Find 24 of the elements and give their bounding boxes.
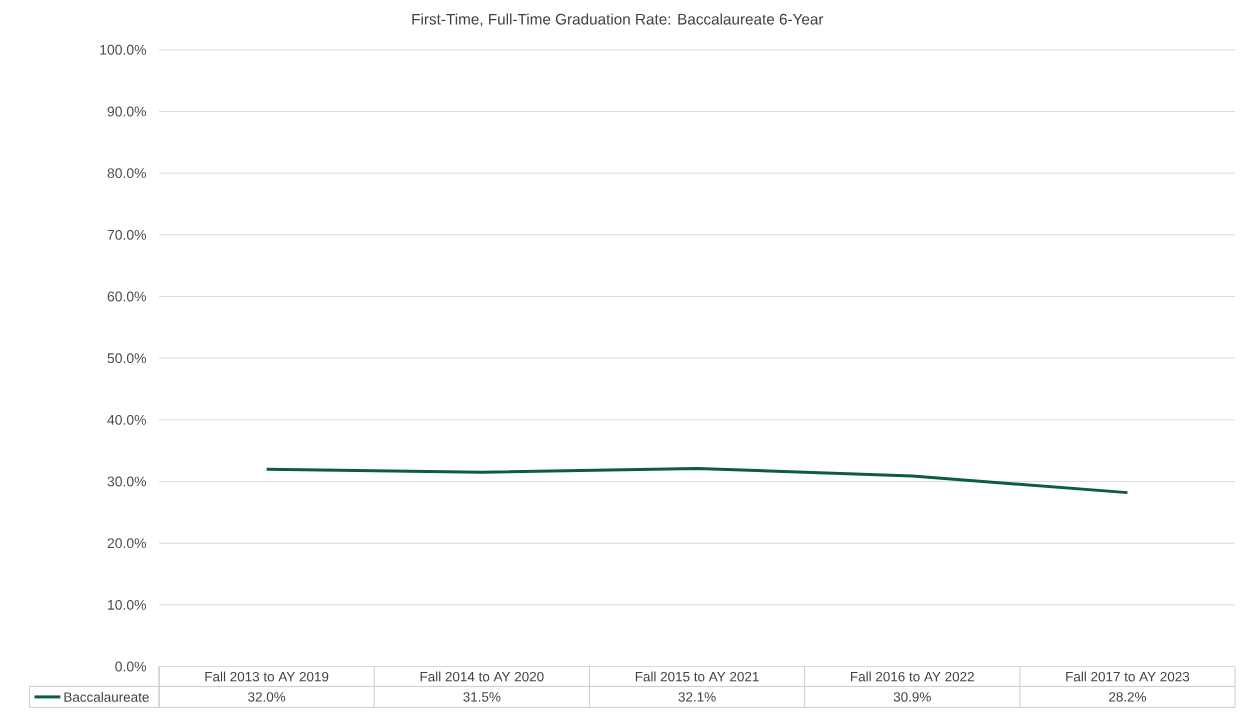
y-tick-label: 0.0% xyxy=(115,661,147,672)
line-series xyxy=(265,466,1129,494)
y-tick-label: 80.0% xyxy=(107,168,147,178)
y-tick-label: 40.0% xyxy=(107,414,147,425)
x-tick-label: Fall 2013 to AY 2019 xyxy=(205,671,329,682)
y-tick-label: 30.0% xyxy=(107,476,147,487)
x-tick-label: Fall 2017 to AY 2023 xyxy=(1066,671,1190,682)
data-label: 28.2% xyxy=(1109,692,1147,702)
legend-label: Baccalaureate xyxy=(64,691,149,702)
y-tick-label: 70.0% xyxy=(107,229,147,240)
data-label: 32.1% xyxy=(678,692,716,702)
y-tick-label: 20.0% xyxy=(107,538,147,548)
y-tick-label: 60.0% xyxy=(107,291,147,302)
x-tick-label: Fall 2016 to AY 2022 xyxy=(851,671,974,682)
chart-title: First-Time, Full-Time Graduation Rate: Baccalaureate 6-Year xyxy=(412,13,824,27)
data-label: 32.0% xyxy=(248,692,286,702)
x-tick-label: Fall 2014 to AY 2020 xyxy=(420,671,544,682)
x-tick-label: Fall 2015 to AY 2021 xyxy=(635,671,759,682)
y-tick-label: 90.0% xyxy=(107,106,147,117)
data-label: 30.9% xyxy=(893,692,931,702)
y-tick-label: 50.0% xyxy=(107,353,147,363)
y-tick-label: 10.0% xyxy=(108,599,147,610)
y-tick-label: 100.0% xyxy=(100,44,147,55)
data-label: 31.5% xyxy=(463,692,501,702)
